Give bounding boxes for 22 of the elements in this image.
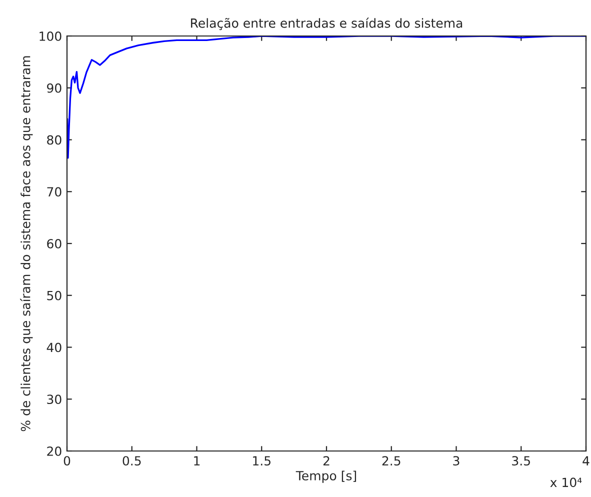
y-tick-label: 90 [47,83,62,93]
x-axis-title: Tempo [s] [296,470,356,483]
x-tick-label: 2.5 [382,456,400,466]
x-tick-label: 1.5 [253,456,270,466]
x-tick-label: 1 [194,456,200,466]
y-tick-label: 40 [46,342,62,352]
y-tick-label: 80 [47,135,62,145]
x-tick-label: 3 [453,456,460,466]
x-tick-label: 0 [64,456,70,466]
y-tick-label: 100 [40,31,62,41]
y-tick-label: 20 [47,446,62,456]
y-tick-label: 60 [47,238,62,248]
x-tick-label: 4 [582,456,590,466]
y-tick-label: 30 [47,394,62,404]
y-tick-label: 50 [47,290,62,300]
y-tick-label: 70 [47,187,62,197]
x-tick-label: 2 [323,456,330,466]
chart-title: Relação entre entradas e saídas do sistema [191,18,462,30]
x-tick-label: 0.5 [122,456,141,466]
text: x 10⁴ [550,478,582,488]
y-axis-title: % de clientes que saíram do sistema face aos que entraram [20,56,33,432]
x-tick-label: 3.5 [512,456,530,466]
